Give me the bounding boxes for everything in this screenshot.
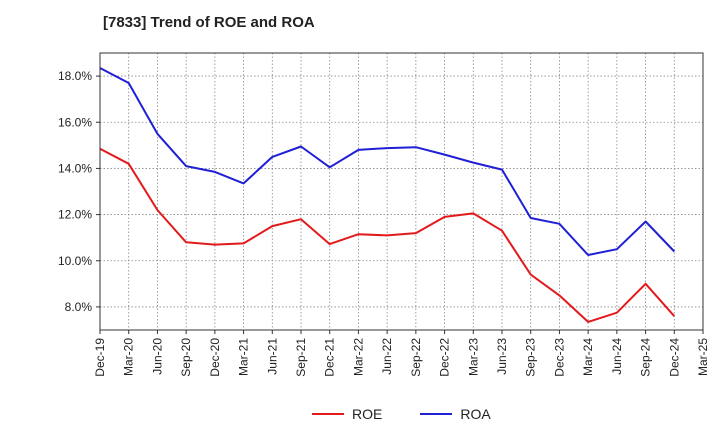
legend-item-roa: ROA [420, 406, 491, 422]
legend: ROE ROA [312, 404, 529, 424]
x-tick-label: Sep-22 [409, 338, 423, 377]
legend-label: ROA [460, 406, 491, 422]
x-tick-label: Mar-23 [466, 338, 480, 376]
x-tick-label: Dec-23 [552, 338, 566, 377]
axes: Dec-19 Mar-20 Jun-20 Sep-20 Dec-20 Mar-21 Jun-… [58, 69, 710, 377]
y-tick-label: 18.0% [58, 69, 92, 83]
legend-swatch [420, 413, 453, 415]
legend-item-roe: ROE [312, 406, 382, 422]
grid [100, 53, 703, 330]
x-tick-label: Mar-24 [581, 338, 595, 376]
x-tick-label: Sep-20 [179, 338, 193, 377]
x-tick-label: Mar-21 [237, 338, 251, 376]
x-tick-label: Dec-19 [93, 338, 107, 377]
x-tick-label: Sep-23 [524, 338, 538, 377]
x-tick-label: Jun-24 [610, 338, 624, 375]
x-tick-label: Jun-23 [495, 338, 509, 375]
x-tick-label: Jun-22 [380, 338, 394, 375]
legend-label: ROE [352, 406, 383, 422]
y-tick-label: 12.0% [58, 208, 92, 222]
y-tick-label: 16.0% [58, 115, 92, 129]
x-tick-label: Mar-22 [351, 338, 365, 376]
x-tick-label: Dec-21 [323, 338, 337, 377]
x-tick-label: Dec-24 [667, 338, 681, 377]
y-tick-label: 14.0% [58, 161, 92, 175]
y-tick-label: 8.0% [65, 300, 93, 314]
x-tick-label: Dec-20 [208, 338, 222, 377]
plot-area-frame [99, 52, 704, 331]
legend-swatch [312, 413, 344, 415]
x-tick-label: Jun-21 [265, 338, 279, 375]
x-tick-label: Mar-25 [696, 338, 710, 376]
x-tick-label: Jun-20 [150, 338, 164, 375]
x-tick-label: Sep-24 [639, 338, 653, 377]
series-line-roe [99, 147, 676, 323]
x-tick-label: Dec-22 [438, 338, 452, 377]
y-tick-label: 10.0% [58, 254, 92, 268]
series-line-roa [99, 67, 676, 256]
x-tick-label: Sep-21 [294, 338, 308, 377]
series-lines [99, 67, 676, 323]
chart-title: [7833] Trend of ROE and ROA [103, 14, 315, 31]
x-tick-label: Mar-20 [122, 338, 136, 376]
